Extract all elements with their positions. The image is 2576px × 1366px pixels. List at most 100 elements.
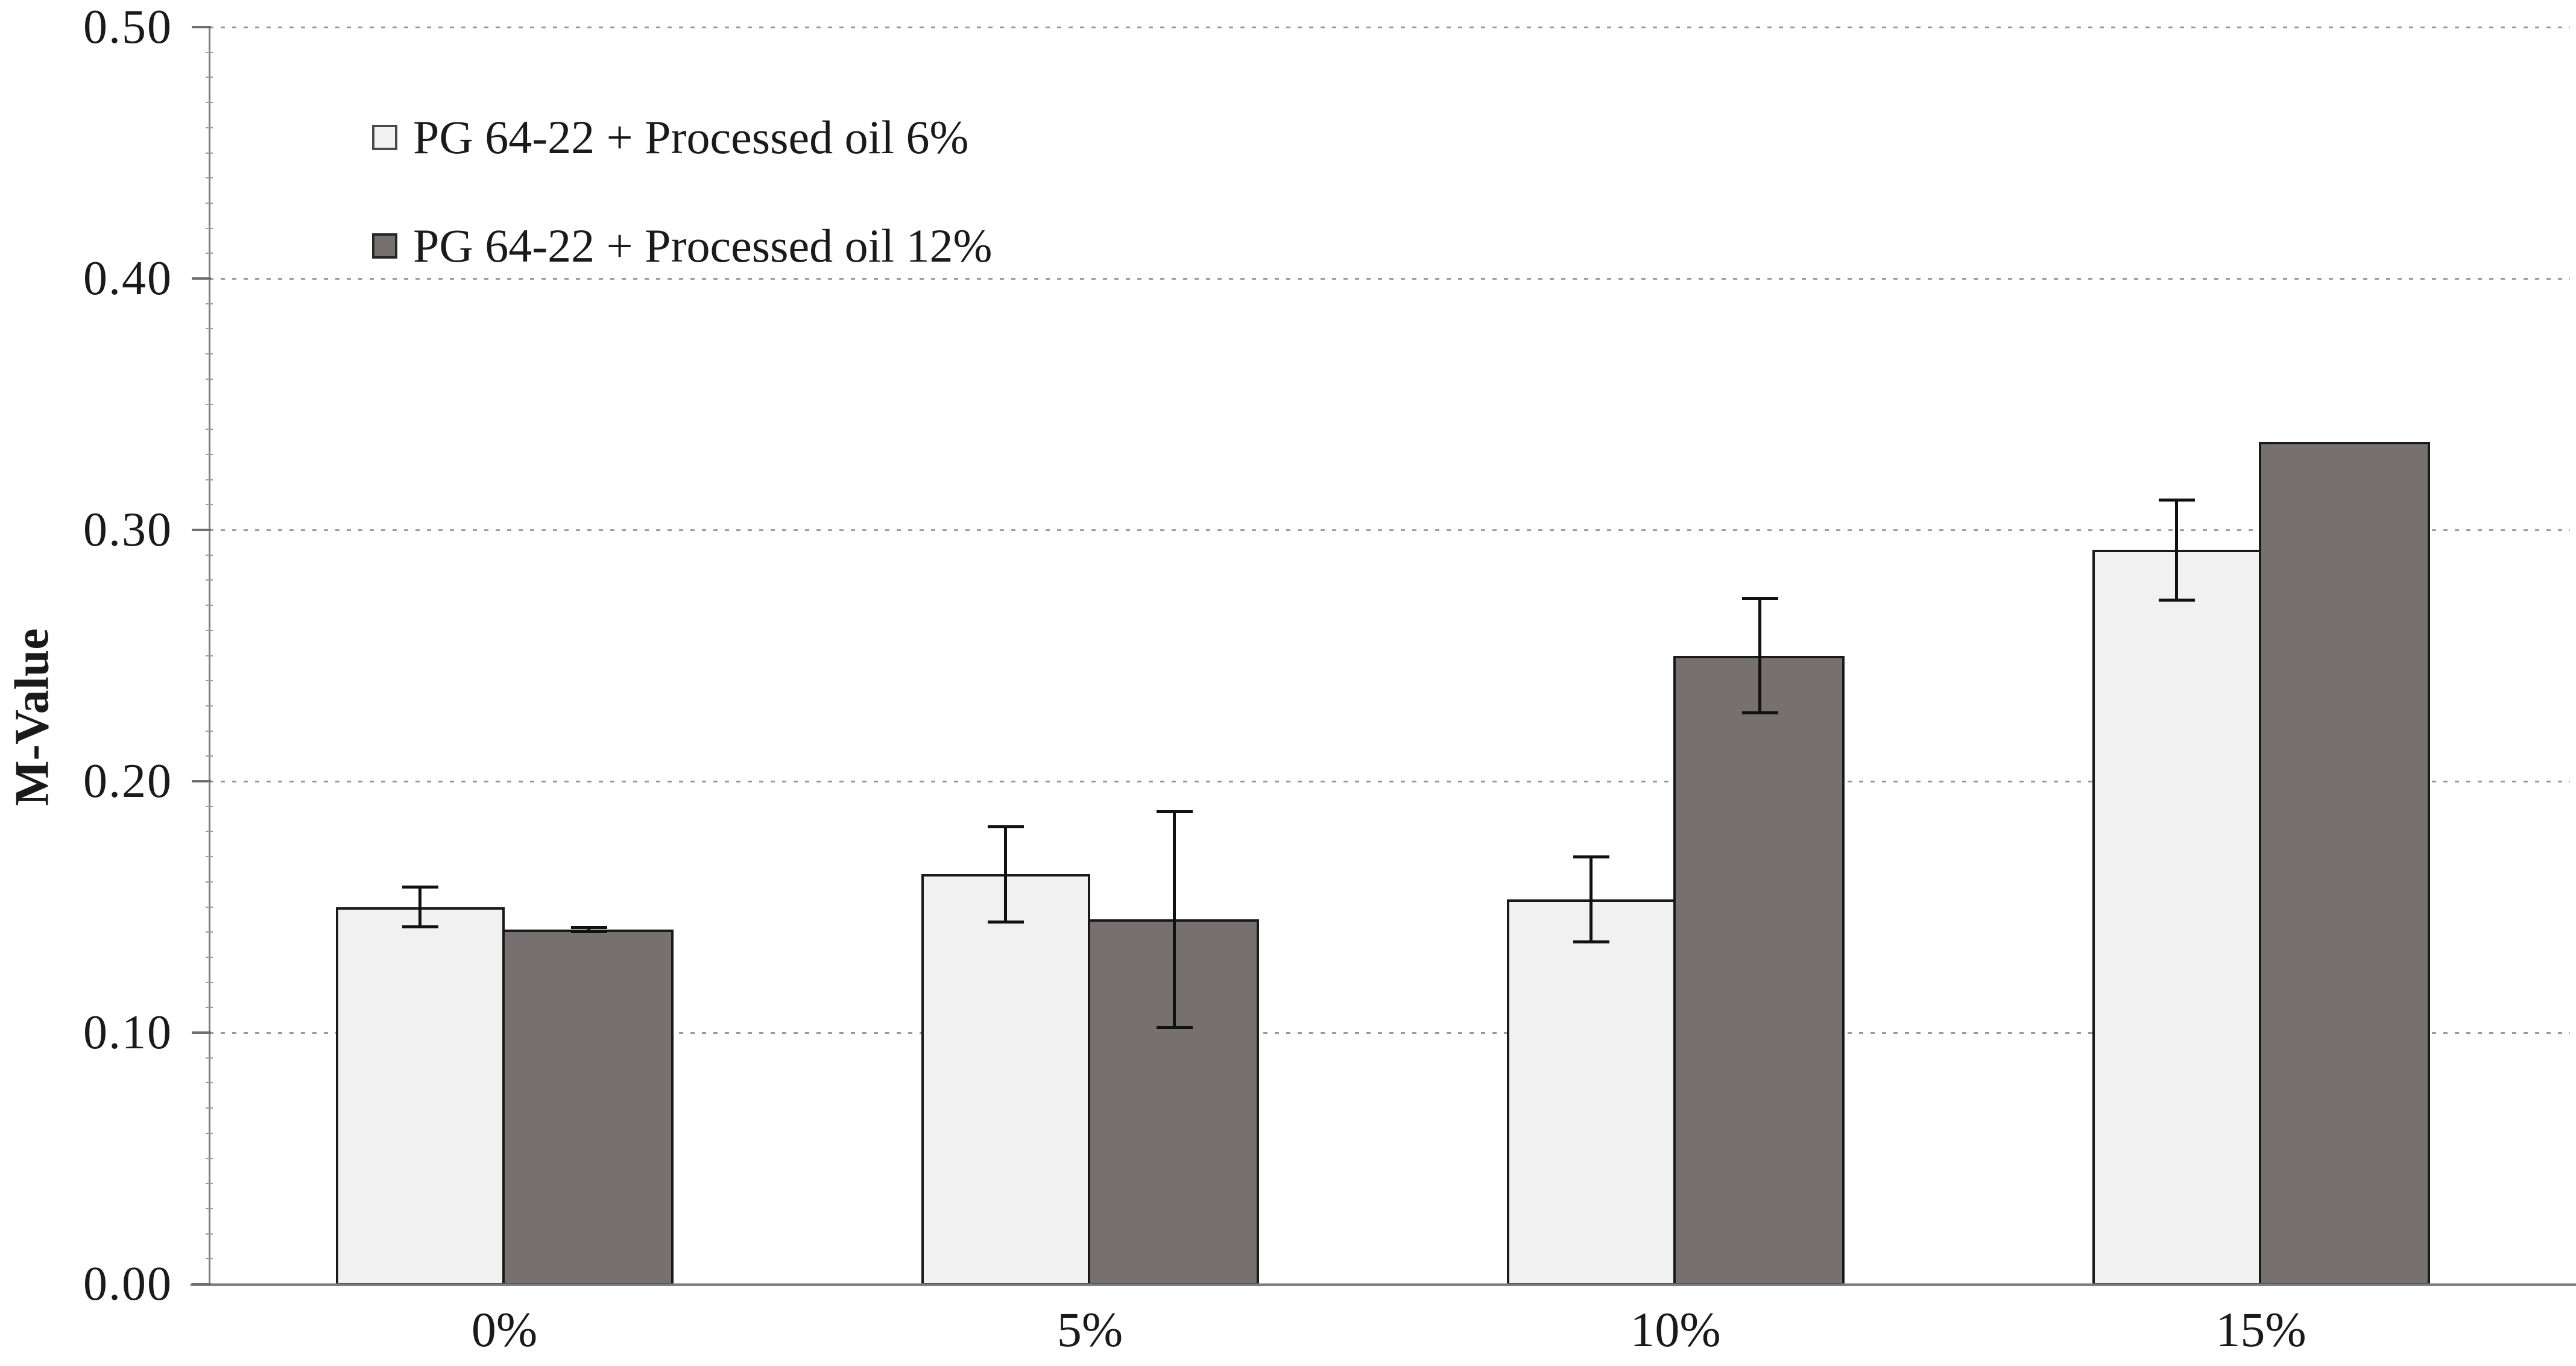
error-bar-line-s1-5% <box>1173 811 1176 1028</box>
error-bar-cap-bottom-s1-5% <box>1156 1025 1193 1029</box>
y-minor-tick <box>206 906 213 908</box>
bar-series0-10% <box>1506 899 1676 1285</box>
y-minor-tick <box>206 629 213 631</box>
y-minor-tick <box>206 705 213 707</box>
y-minor-tick <box>206 152 213 154</box>
y-minor-tick <box>206 1207 213 1209</box>
legend-entry-series-0: PG 64-22 + Processed oil 6% <box>372 112 992 163</box>
y-minor-tick <box>206 1258 213 1260</box>
x-tick-label-5%: 5% <box>1056 1302 1123 1357</box>
y-minor-tick <box>206 956 213 958</box>
error-bar-cap-top-s0-10% <box>1573 855 1609 859</box>
gridline-0.50 <box>209 27 2570 28</box>
x-tick-label-0%: 0% <box>471 1302 538 1357</box>
gridline-0.30 <box>209 529 2570 531</box>
error-bar-cap-bottom-s0-15% <box>2158 598 2195 602</box>
y-minor-tick <box>206 202 213 204</box>
y-major-tick-0.00 <box>192 1283 211 1285</box>
legend-label-series-1: PG 64-22 + Processed oil 12% <box>413 219 993 272</box>
y-tick-label-0.30: 0.30 <box>83 503 172 556</box>
error-bar-line-s1-0% <box>587 927 590 933</box>
y-minor-tick <box>206 1107 213 1109</box>
y-minor-tick <box>206 579 213 581</box>
legend: PG 64-22 + Processed oil 6% PG 64-22 + P… <box>372 112 992 271</box>
y-tick-label-0.40: 0.40 <box>83 252 172 305</box>
y-minor-tick <box>206 177 213 179</box>
error-bar-cap-bottom-s0-10% <box>1573 940 1609 943</box>
error-bar-line-s0-5% <box>1004 826 1007 922</box>
y-minor-tick <box>206 831 213 833</box>
error-bar-cap-bottom-s1-0% <box>570 930 607 934</box>
error-bar-line-s0-15% <box>2175 499 2178 600</box>
x-tick-label-15%: 15% <box>2215 1302 2306 1357</box>
error-bar-line-s0-10% <box>1589 857 1593 942</box>
y-major-tick-0.10 <box>192 1031 211 1034</box>
y-minor-tick <box>206 730 213 732</box>
y-major-tick-0.30 <box>192 529 211 531</box>
y-minor-tick <box>206 227 213 229</box>
gridline-0.20 <box>209 781 2570 782</box>
y-major-tick-0.50 <box>192 26 211 28</box>
error-bar-cap-top-s1-5% <box>1156 810 1193 814</box>
error-bar-cap-top-s0-15% <box>2158 498 2195 502</box>
y-axis-line <box>209 27 210 1286</box>
y-minor-tick <box>206 453 213 455</box>
y-minor-tick <box>206 303 213 304</box>
y-minor-tick <box>206 881 213 883</box>
error-bar-cap-bottom-s0-0% <box>402 925 438 928</box>
y-minor-tick <box>206 127 213 128</box>
legend-label-series-0: PG 64-22 + Processed oil 6% <box>413 111 969 163</box>
y-minor-tick <box>206 1082 213 1084</box>
y-minor-tick <box>206 1007 213 1009</box>
y-minor-tick <box>206 931 213 933</box>
y-minor-tick <box>206 605 213 606</box>
error-bar-cap-bottom-s1-10% <box>1741 711 1778 715</box>
gridline-0.10 <box>209 1032 2570 1034</box>
bar-series1-10% <box>1673 655 1845 1285</box>
bar-series0-5% <box>921 874 1090 1285</box>
y-minor-tick <box>206 51 213 53</box>
y-minor-tick <box>206 655 213 656</box>
y-tick-label-0.10: 0.10 <box>83 1006 172 1059</box>
error-bar-line-s1-10% <box>1758 597 1761 714</box>
error-bar-cap-top-s0-0% <box>402 886 438 889</box>
legend-swatch-light-icon <box>372 125 397 150</box>
bar-series0-0% <box>335 907 505 1285</box>
gridline-0.40 <box>209 278 2570 280</box>
y-minor-tick <box>206 378 213 380</box>
y-minor-tick <box>206 981 213 983</box>
error-bar-cap-bottom-s0-5% <box>987 920 1024 924</box>
y-tick-label-0.00: 0.00 <box>83 1257 172 1311</box>
bar-series1-15% <box>2258 442 2430 1285</box>
y-minor-tick <box>206 403 213 405</box>
y-minor-tick <box>206 554 213 556</box>
y-minor-tick <box>206 479 213 480</box>
error-bar-cap-top-s1-10% <box>1741 596 1778 600</box>
y-minor-tick <box>206 253 213 254</box>
y-minor-tick <box>206 1183 213 1185</box>
bar-series1-0% <box>502 930 674 1285</box>
x-tick-label-10%: 10% <box>1630 1302 1721 1357</box>
y-minor-tick <box>206 1057 213 1059</box>
error-bar-cap-top-s1-0% <box>570 925 607 929</box>
y-minor-tick <box>206 755 213 757</box>
y-minor-tick <box>206 353 213 355</box>
y-major-tick-0.20 <box>192 780 211 782</box>
y-tick-label-0.20: 0.20 <box>83 755 172 808</box>
y-minor-tick <box>206 77 213 78</box>
error-bar-line-s0-0% <box>418 887 421 927</box>
legend-swatch-dark-icon <box>372 233 397 259</box>
y-tick-label-0.50: 0.50 <box>83 1 172 54</box>
y-minor-tick <box>206 328 213 330</box>
bar-series0-15% <box>2092 550 2261 1285</box>
y-minor-tick <box>206 504 213 506</box>
y-major-tick-0.40 <box>192 277 211 280</box>
y-minor-tick <box>206 429 213 430</box>
y-minor-tick <box>206 1157 213 1159</box>
y-minor-tick <box>206 102 213 104</box>
legend-entry-series-1: PG 64-22 + Processed oil 12% <box>372 221 992 271</box>
y-minor-tick <box>206 805 213 807</box>
y-minor-tick <box>206 1233 213 1235</box>
x-axis-line <box>191 1283 2576 1286</box>
